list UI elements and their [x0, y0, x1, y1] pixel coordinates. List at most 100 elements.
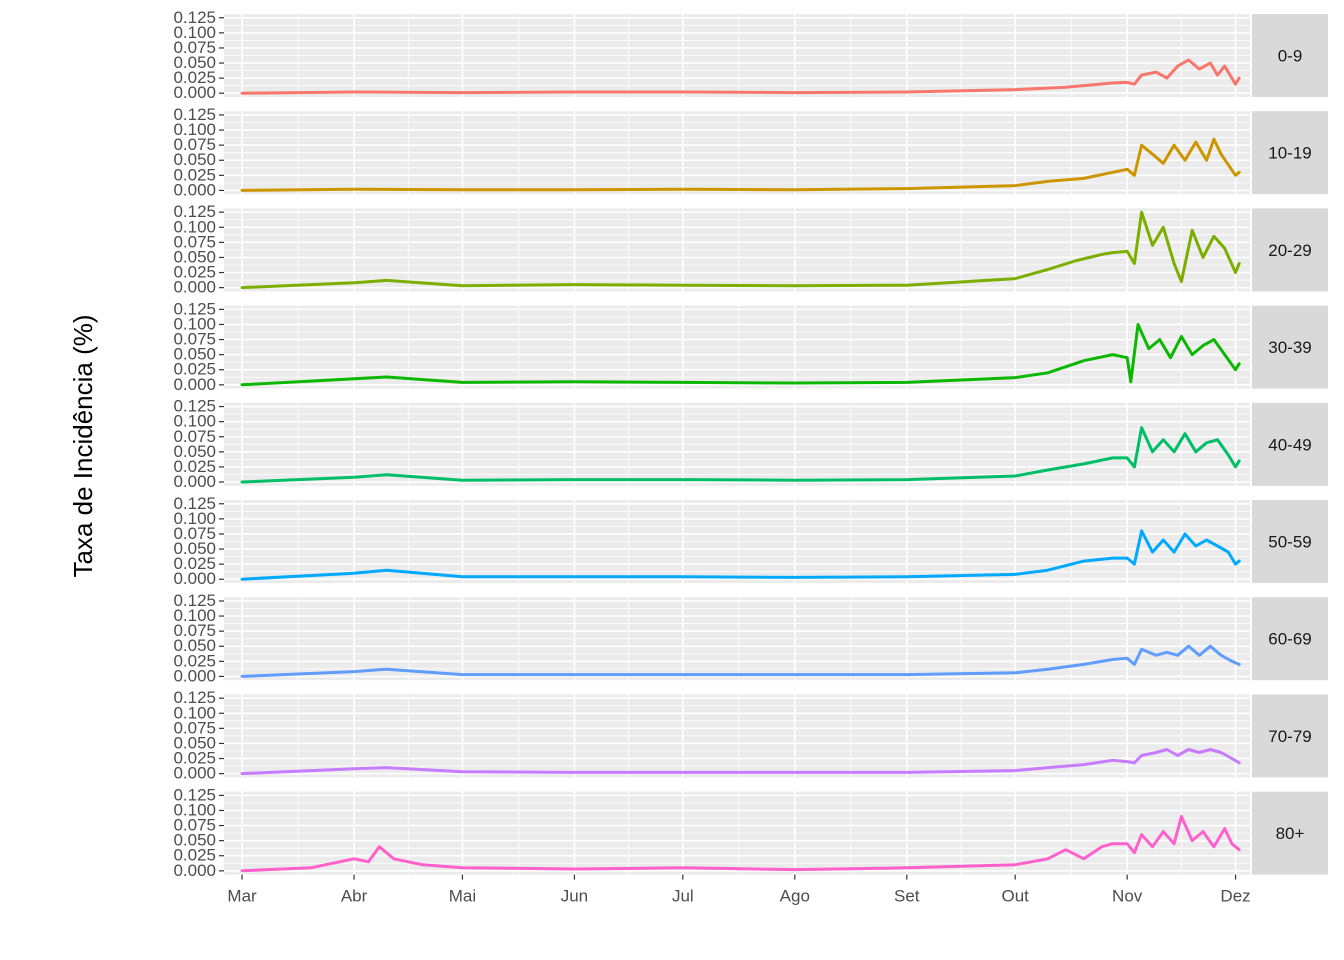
series-line-30-39: [240, 323, 1241, 387]
y-tick-label: 0.100: [173, 509, 216, 528]
facet-strip-label: 50-59: [1268, 533, 1311, 552]
y-tick-label: 0.075: [173, 232, 216, 251]
facet-panels: 0.1250.1000.0750.0500.0250.0000-90.1250.…: [173, 8, 1328, 880]
y-tick-label: 0.125: [173, 591, 216, 610]
y-tick-label: 0.100: [173, 703, 216, 722]
y-tick-label: 0.000: [173, 472, 216, 491]
y-tick-label: 0.050: [173, 247, 216, 266]
series-line-70-79: [240, 748, 1241, 776]
series-line-80+: [240, 815, 1241, 873]
facet-strip: [1252, 305, 1328, 389]
x-tick-label: Mar: [227, 887, 257, 906]
x-axis: Mar Abr Mai Jun Jul Ago Set Out Nov Dez: [227, 874, 1251, 906]
y-tick-label: 0.050: [173, 636, 216, 655]
series-line-0-9: [240, 58, 1241, 95]
facet-strip-label: 70-79: [1268, 727, 1311, 746]
x-tick-label: Ago: [780, 887, 810, 906]
facet-strip: [1252, 111, 1328, 195]
y-tick-label: 0.050: [173, 733, 216, 752]
y-tick-label: 0.125: [173, 105, 216, 124]
y-tick-label: 0.025: [173, 68, 216, 87]
facet-strip: [1252, 500, 1328, 583]
y-tick-label: 0.100: [173, 120, 216, 139]
y-tick-label: 0.025: [173, 457, 216, 476]
y-axis-title: Taxa de Incidência (%): [68, 314, 98, 577]
facet-strip: [1252, 597, 1328, 681]
y-tick-label: 0.025: [173, 165, 216, 184]
facet-strip: [1252, 402, 1328, 486]
y-tick-label: 0.125: [173, 494, 216, 513]
y-tick-label: 0.000: [173, 569, 216, 588]
y-tick-label: 0.000: [173, 861, 216, 880]
series-line-50-59: [240, 529, 1241, 581]
y-tick-label: 0.125: [173, 688, 216, 707]
y-tick-label: 0.025: [173, 846, 216, 865]
y-tick-label: 0.100: [173, 412, 216, 431]
y-tick-label: 0.025: [173, 263, 216, 282]
facet-strip-label: 20-29: [1268, 241, 1311, 260]
facet-strip: [1252, 791, 1328, 875]
y-tick-label: 0.125: [173, 397, 216, 416]
y-tick-label: 0.000: [173, 764, 216, 783]
y-tick-label: 0.100: [173, 23, 216, 42]
y-tick-label: 0.025: [173, 651, 216, 670]
y-tick-label: 0.000: [173, 180, 216, 199]
y-tick-label: 0.000: [173, 666, 216, 685]
facet-strip-label: 80+: [1276, 824, 1305, 843]
y-tick-label: 0.125: [173, 202, 216, 221]
y-tick-label: 0.050: [173, 831, 216, 850]
y-tick-label: 0.000: [173, 278, 216, 297]
y-tick-label: 0.050: [173, 150, 216, 169]
facet-strip-label: 10-19: [1268, 144, 1311, 163]
y-tick-label: 0.025: [173, 554, 216, 573]
y-tick-label: 0.075: [173, 38, 216, 57]
facet-strip-label: 0-9: [1278, 47, 1303, 66]
x-tick-label: Dez: [1220, 887, 1250, 906]
facet-strip-label: 40-49: [1268, 435, 1311, 454]
series-line-60-69: [240, 644, 1241, 678]
y-tick-label: 0.000: [173, 375, 216, 394]
y-tick-label: 0.100: [173, 314, 216, 333]
y-tick-label: 0.075: [173, 427, 216, 446]
y-tick-label: 0.050: [173, 345, 216, 364]
x-tick-label: Jul: [672, 887, 694, 906]
y-tick-label: 0.100: [173, 606, 216, 625]
facet-strip-label: 60-69: [1268, 630, 1311, 649]
x-tick-label: Set: [894, 887, 920, 906]
y-tick-label: 0.125: [173, 299, 216, 318]
y-tick-label: 0.025: [173, 749, 216, 768]
series-line-20-29: [240, 210, 1241, 290]
x-tick-label: Nov: [1112, 887, 1143, 906]
y-tick-label: 0.075: [173, 135, 216, 154]
y-tick-label: 0.075: [173, 816, 216, 835]
y-tick-label: 0.075: [173, 330, 216, 349]
facet-strip: [1252, 694, 1328, 778]
facet-strip: [1252, 208, 1328, 292]
x-tick-label: Jun: [561, 887, 588, 906]
y-tick-label: 0.025: [173, 360, 216, 379]
y-tick-label: 0.050: [173, 53, 216, 72]
y-tick-label: 0.100: [173, 800, 216, 819]
y-tick-label: 0.050: [173, 539, 216, 558]
y-tick-label: 0.050: [173, 442, 216, 461]
y-tick-label: 0.075: [173, 524, 216, 543]
x-tick-label: Abr: [341, 887, 368, 906]
facet-strip: [1252, 14, 1328, 97]
y-tick-label: 0.075: [173, 621, 216, 640]
y-tick-label: 0.075: [173, 718, 216, 737]
y-tick-label: 0.125: [173, 785, 216, 804]
x-tick-label: Out: [1001, 887, 1029, 906]
series-line-40-49: [240, 426, 1241, 484]
y-tick-label: 0.125: [173, 8, 216, 27]
y-tick-label: 0.100: [173, 217, 216, 236]
series-line-10-19: [240, 137, 1241, 192]
y-tick-label: 0.000: [173, 83, 216, 102]
